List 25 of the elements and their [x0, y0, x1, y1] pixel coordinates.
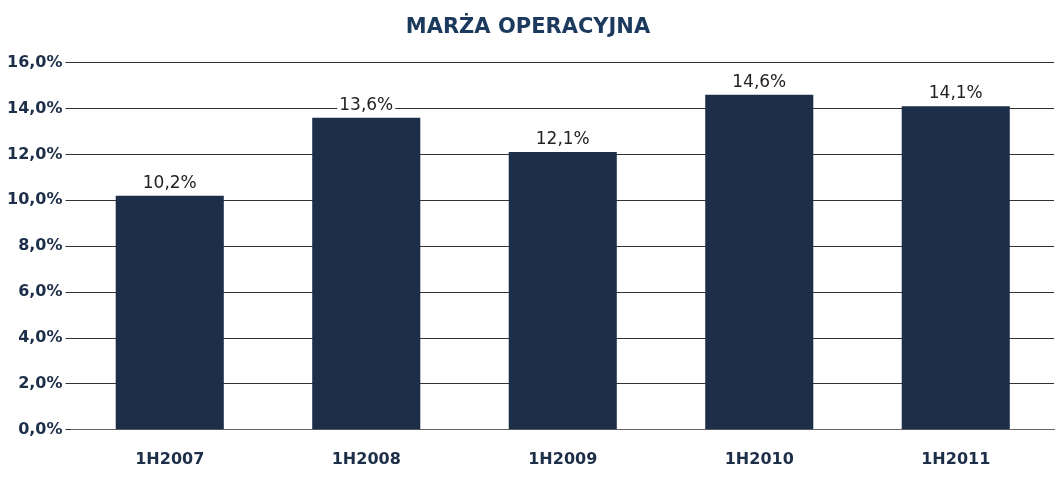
bar	[508, 152, 617, 430]
y-tick-label: 14,0%	[6, 97, 63, 117]
y-tick-label: 16,0%	[6, 51, 63, 71]
y-tick-label: 2,0%	[18, 373, 63, 393]
data-label: 14,6%	[732, 70, 787, 91]
y-tick-label: 4,0%	[18, 327, 63, 347]
x-tick-label: 1H2009	[528, 448, 598, 468]
data-label: 14,1%	[928, 82, 983, 103]
bar	[312, 117, 421, 430]
bar	[705, 94, 814, 430]
y-tick-label: 6,0%	[18, 281, 63, 301]
data-label: 10,2%	[142, 171, 197, 192]
x-tick-label: 1H2007	[135, 448, 205, 468]
data-label: 13,6%	[339, 93, 394, 114]
x-tick-label: 1H2008	[331, 448, 401, 468]
y-tick-label: 12,0%	[6, 143, 63, 163]
data-label: 12,1%	[535, 128, 590, 149]
x-tick-label: 1H2010	[724, 448, 794, 468]
x-tick-label: 1H2011	[921, 448, 991, 468]
chart-title: MARŻA OPERACYJNA	[404, 14, 652, 38]
bar	[901, 106, 1010, 430]
y-tick-label: 10,0%	[6, 189, 63, 209]
bar	[115, 195, 224, 430]
y-tick-label: 8,0%	[18, 235, 63, 255]
y-tick-label: 0,0%	[18, 418, 63, 438]
